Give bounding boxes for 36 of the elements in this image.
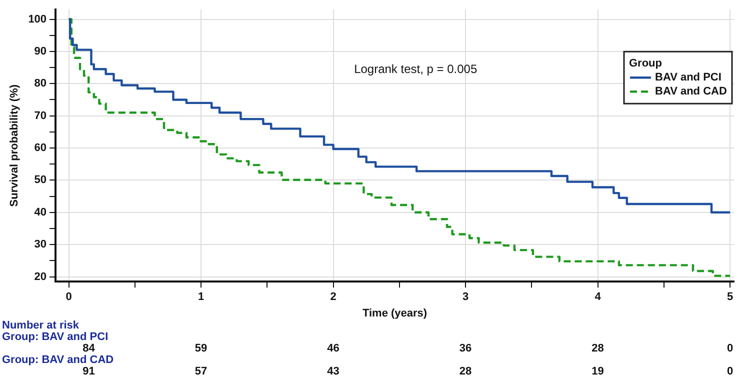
x-tick-label: 4	[594, 291, 602, 304]
legend-title: Group	[629, 58, 662, 70]
x-tick-label: 2	[330, 291, 336, 304]
x-tick-label: 1	[198, 291, 204, 304]
text: 28	[459, 366, 472, 378]
legend-label: BAV and CAD	[655, 86, 727, 98]
x-tick-label: 0	[66, 291, 72, 304]
text: 59	[194, 342, 208, 355]
text: Number at risk	[2, 320, 80, 332]
y-axis-title: Survival probability (%)	[8, 84, 21, 207]
text: 84	[82, 342, 96, 355]
text: Group: BAV and PCI	[2, 331, 108, 344]
x-tick-label: 3	[462, 291, 469, 304]
y-tick-label: 40	[34, 206, 47, 218]
text: 91	[82, 366, 95, 378]
text: 19	[592, 366, 604, 378]
y-tick-label: 30	[34, 238, 47, 251]
text: 28	[592, 342, 604, 355]
y-tick-label: 70	[34, 110, 47, 122]
text: 0	[726, 366, 734, 378]
text: 57	[194, 366, 208, 378]
text: 36	[459, 342, 472, 355]
x-axis-title: Time (years)	[362, 307, 428, 320]
y-tick-label: 20	[34, 270, 47, 283]
y-tick-label: 50	[34, 174, 47, 186]
y-tick-label: 80	[34, 78, 47, 90]
text: 43	[327, 366, 340, 378]
y-tick-label: 60	[34, 142, 47, 154]
y-tick-label: 90	[34, 45, 47, 58]
legend-label: BAV and PCI	[655, 72, 722, 84]
text: Group: BAV and CAD	[2, 354, 114, 366]
y-tick-label: 100	[28, 13, 47, 26]
text: 0	[726, 342, 734, 355]
x-tick-label: 5	[726, 291, 734, 304]
text: 46	[327, 342, 340, 355]
annotation: Logrank test, p = 0.005	[354, 62, 478, 76]
